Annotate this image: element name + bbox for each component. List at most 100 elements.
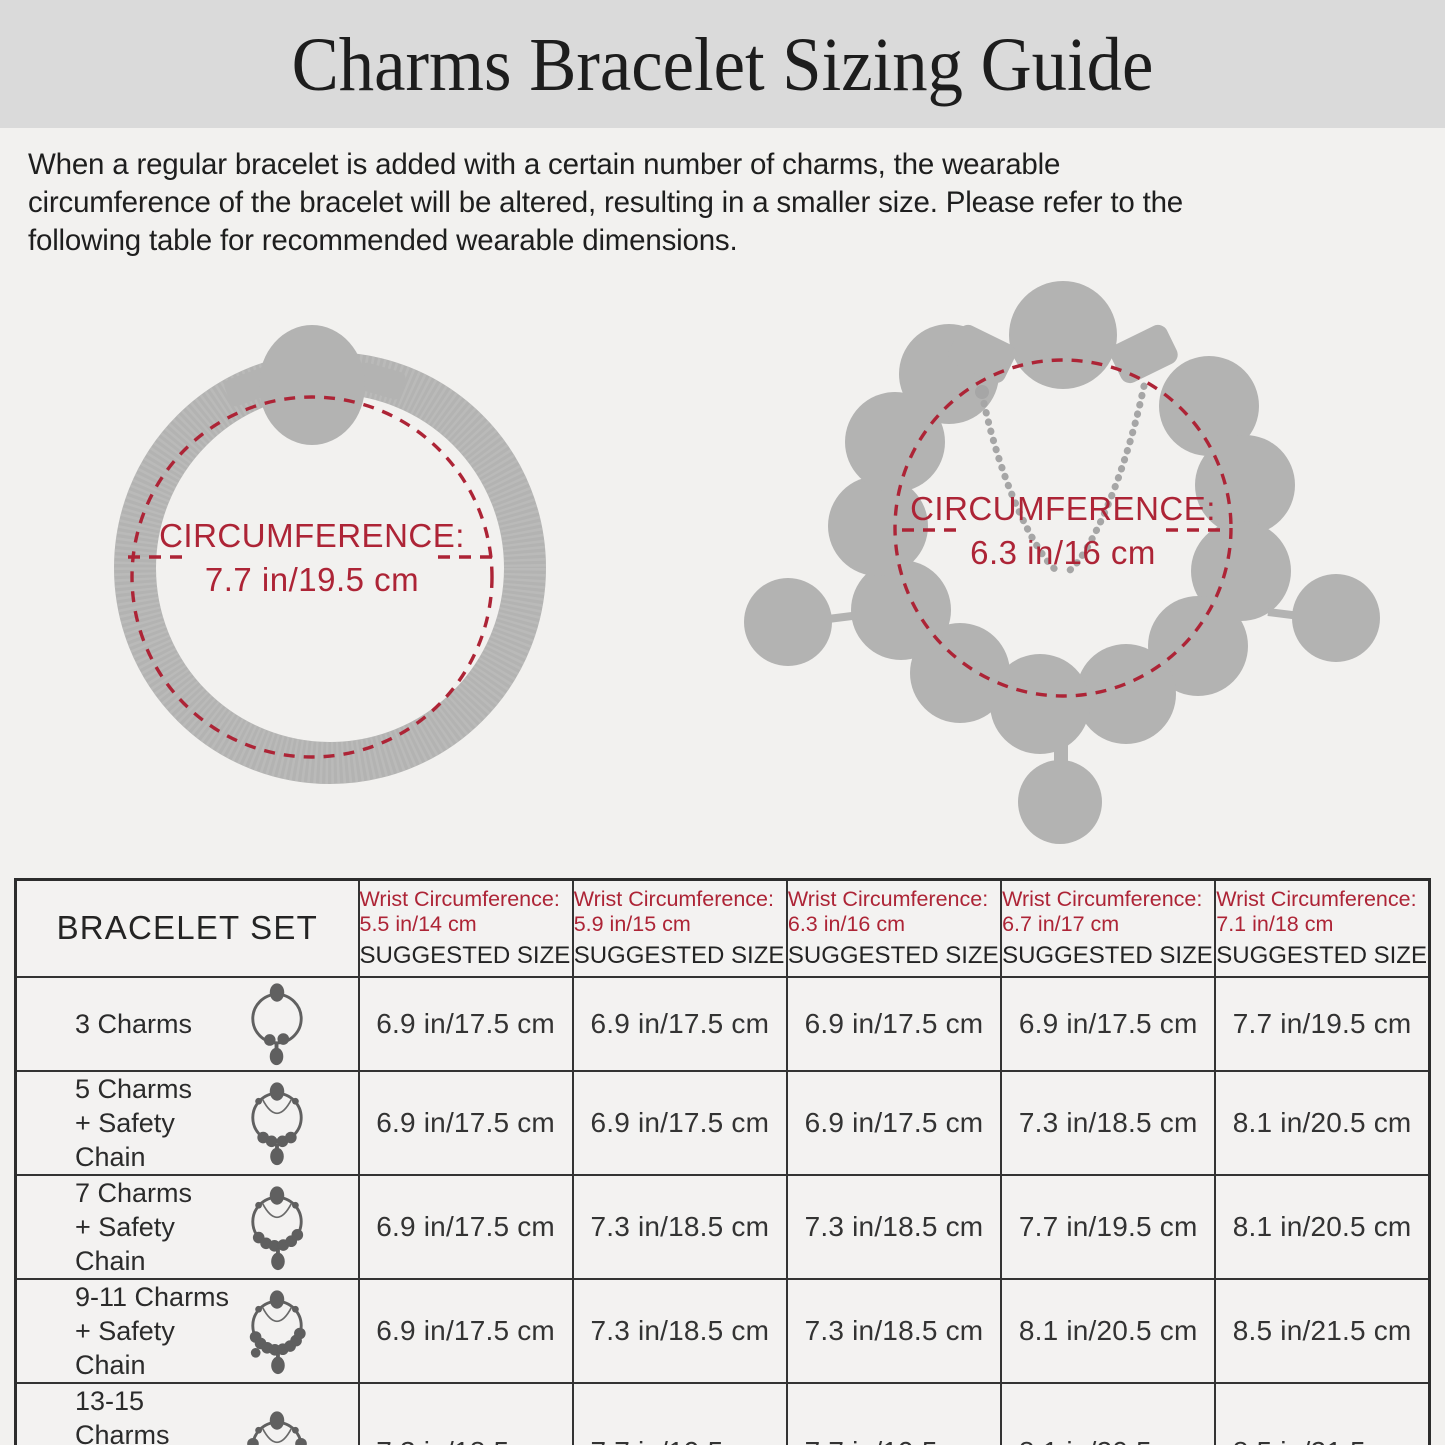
set-name: 13-15 Charms: [75, 1385, 170, 1445]
set-extra: + Safety Chain: [75, 1107, 175, 1172]
charm-dots: [246, 1437, 307, 1445]
charm-circumference-label: CIRCUMFERENCE:: [910, 490, 1216, 527]
size-value: 7.3 in/18.5 cm: [785, 1277, 1003, 1384]
wrist-title: Wrist Circumference:: [359, 887, 560, 912]
bracelet-13-15-charms-icon: [246, 1410, 307, 1445]
size-value: 7.3 in/18.5 cm: [785, 1173, 1003, 1280]
size-value: 8.1 in/20.5 cm: [1000, 1277, 1217, 1384]
set-name: 5 Charms: [75, 1073, 193, 1104]
band-tab-right: [356, 362, 406, 400]
plain-bracelet-illustration: CIRCUMFERENCE: 7.7 in/19.5 cm: [114, 325, 546, 784]
intro-text: When a regular bracelet is added with a …: [28, 146, 1428, 260]
intro-line: following table for recommended wearable…: [28, 224, 738, 257]
size-value: 8.1 in/20.5 cm: [1214, 1173, 1431, 1280]
wrist-size: 7.1 in/18 cm: [1216, 912, 1334, 937]
suggested-size-label: SUGGESTED SIZE: [359, 942, 571, 970]
suggested-size-label: SUGGESTED SIZE: [1002, 942, 1213, 970]
wrist-size: 5.5 in/14 cm: [359, 912, 477, 937]
size-value: 6.9 in/17.5 cm: [357, 975, 574, 1072]
bracelet-set-cell: 3 Charms: [14, 975, 360, 1072]
set-label: 13-15 Charms + Safety Chain: [17, 1384, 240, 1445]
charm-bracelet-illustration: CIRCUMFERENCE: 6.3 in/16 cm: [744, 281, 1380, 844]
wrist-title: Wrist Circumference:: [573, 887, 774, 912]
set-name: 9-11 Charms: [75, 1281, 230, 1312]
plain-bracelet-band: [114, 325, 546, 784]
wrist-col-header: Wrist Circumference: 6.7 in/17 cm SUGGES…: [1000, 878, 1217, 978]
wrist-size: 5.9 in/15 cm: [573, 912, 691, 937]
clasp-bead-icon: [259, 325, 365, 445]
size-value: 6.9 in/17.5 cm: [357, 1069, 574, 1176]
table-row: 5 Charms + Safety Chain: [14, 1069, 1431, 1176]
clasp-tube-right: [1110, 324, 1178, 384]
size-value: 7.7 in/19.5 cm: [1000, 1173, 1217, 1280]
set-label: 5 Charms + Safety Chain: [17, 1072, 240, 1174]
table-row: 3 Charms 6.9 in/17.5 cm 6.9 in/17.5 cm: [14, 975, 1431, 1072]
suggested-size-label: SUGGESTED SIZE: [787, 942, 999, 970]
plain-circumference-label: CIRCUMFERENCE:: [159, 517, 465, 554]
wrist-col-header: Wrist Circumference: 5.9 in/15 cm SUGGES…: [571, 878, 788, 978]
bracelet-set-cell: 13-15 Charms + Safety Chain: [14, 1381, 360, 1445]
clasp-tube-left: [948, 324, 1016, 384]
charm-circumference-value: 6.3 in/16 cm: [970, 534, 1156, 571]
bracelet-9-11-charms-icon: [249, 1289, 306, 1374]
charm-dots: [256, 1131, 297, 1165]
size-value: 7.3 in/18.5 cm: [357, 1381, 574, 1445]
page-title: Charms Bracelet Sizing Guide: [291, 23, 1154, 107]
size-value: 7.7 in/19.5 cm: [785, 1381, 1003, 1445]
size-value: 6.9 in/17.5 cm: [571, 975, 788, 1072]
dangle-charms: [744, 574, 1380, 844]
wrist-col-header: Wrist Circumference: 7.1 in/18 cm SUGGES…: [1214, 878, 1431, 978]
size-value: 8.5 in/21.5 cm: [1214, 1381, 1431, 1445]
size-value: 8.5 in/21.5 cm: [1214, 1277, 1431, 1384]
table-row: 13-15 Charms + Safety Chain: [14, 1381, 1431, 1445]
bracelet-set-cell: 7 Charms + Safety Chain: [14, 1173, 360, 1280]
set-label: 3 Charms: [17, 1007, 240, 1041]
size-value: 7.3 in/18.5 cm: [1000, 1069, 1217, 1176]
bracelet-7-charms-icon: [250, 1185, 303, 1270]
set-name: 3 Charms: [75, 1008, 193, 1039]
set-extra: + Safety Chain: [75, 1315, 175, 1380]
size-value: 7.7 in/19.5 cm: [1214, 975, 1431, 1072]
bracelet-set-cell: 9-11 Charms + Safety Chain: [14, 1277, 360, 1384]
suggested-size-label: SUGGESTED SIZE: [573, 942, 785, 970]
bracelet-set-cell: 5 Charms + Safety Chain: [14, 1069, 360, 1176]
wrist-title: Wrist Circumference:: [1216, 887, 1417, 912]
set-name: 7 Charms: [75, 1177, 193, 1208]
intro-line: When a regular bracelet is added with a …: [28, 148, 1061, 181]
set-extra: + Safety Chain: [75, 1211, 175, 1276]
table-row: 9-11 Charms + Safety Chain: [14, 1277, 1431, 1384]
charm-dots: [252, 1228, 303, 1270]
size-value: 8.1 in/20.5 cm: [1000, 1381, 1217, 1445]
plain-circumference-value: 7.7 in/19.5 cm: [205, 561, 419, 598]
bracelet-set-header: BRACELET SET: [14, 878, 360, 978]
table-header-row: BRACELET SET Wrist Circumference: 5.5 in…: [14, 878, 1431, 978]
wrist-title: Wrist Circumference:: [1002, 887, 1203, 912]
size-value: 7.3 in/18.5 cm: [571, 1173, 788, 1280]
bracelet-3-charms-icon: [250, 982, 303, 1065]
suggested-size-label: SUGGESTED SIZE: [1216, 942, 1427, 970]
wrist-col-header: Wrist Circumference: 6.3 in/16 cm SUGGES…: [785, 878, 1003, 978]
table-row: 7 Charms + Safety Chain: [14, 1173, 1431, 1280]
wrist-size: 6.3 in/16 cm: [787, 912, 905, 937]
plain-circumference-annotation: CIRCUMFERENCE: 7.7 in/19.5 cm: [128, 395, 498, 759]
set-label: 7 Charms + Safety Chain: [17, 1176, 240, 1278]
sizing-table: BRACELET SET Wrist Circumference: 5.5 in…: [14, 878, 1431, 1445]
size-value: 6.9 in/17.5 cm: [571, 1069, 788, 1176]
intro-line: circumference of the bracelet will be al…: [28, 186, 1183, 219]
wrist-title: Wrist Circumference:: [787, 887, 989, 912]
size-value: 6.9 in/17.5 cm: [785, 1069, 1003, 1176]
size-value: 6.9 in/17.5 cm: [357, 1277, 574, 1384]
size-value: 7.3 in/18.5 cm: [571, 1277, 788, 1384]
size-value: 8.1 in/20.5 cm: [1214, 1069, 1431, 1176]
size-value: 6.9 in/17.5 cm: [1000, 975, 1217, 1072]
charm-dots: [263, 1032, 289, 1065]
size-value: 6.9 in/17.5 cm: [357, 1173, 574, 1280]
size-value: 6.9 in/17.5 cm: [785, 975, 1003, 1072]
bracelet-5-charms-icon: [250, 1081, 303, 1165]
title-band: Charms Bracelet Sizing Guide: [0, 0, 1445, 128]
safety-chain: [975, 382, 1148, 574]
wrist-size: 6.7 in/17 cm: [1002, 912, 1120, 937]
charm-dots: [249, 1327, 306, 1374]
set-label: 9-11 Charms + Safety Chain: [17, 1280, 240, 1382]
